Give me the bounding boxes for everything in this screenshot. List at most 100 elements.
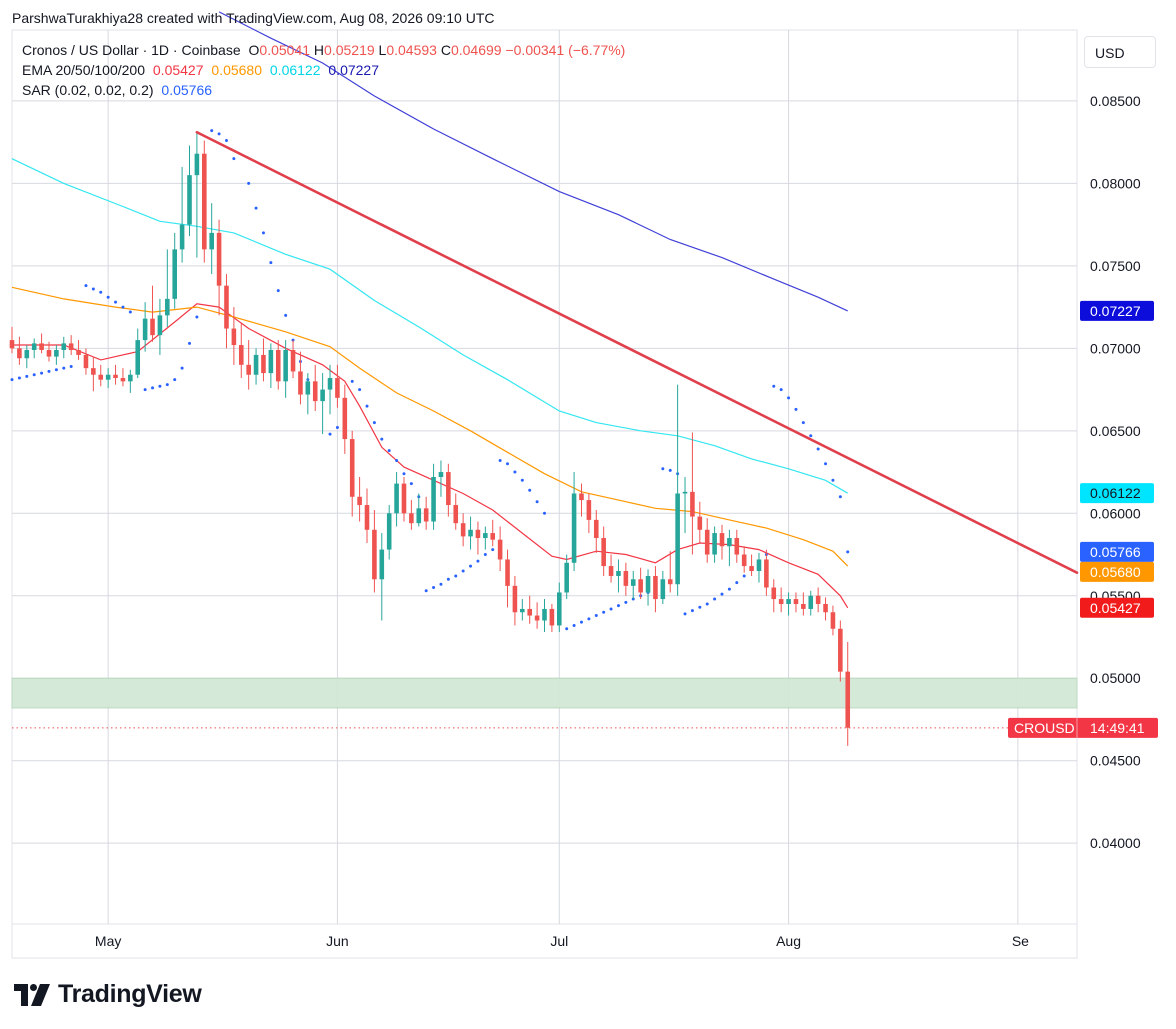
candle[interactable]	[801, 592, 806, 616]
candle[interactable]	[623, 562, 629, 596]
candle[interactable]	[497, 526, 503, 572]
candle[interactable]	[342, 384, 348, 454]
candle[interactable]	[616, 559, 621, 593]
symbol-legend[interactable]: Cronos / US Dollar · 1D · Coinbase O0.05…	[22, 42, 629, 58]
candle[interactable]	[238, 323, 244, 379]
candle[interactable]	[357, 477, 362, 522]
candle[interactable]	[468, 516, 473, 550]
candle[interactable]	[283, 340, 288, 398]
candle[interactable]	[83, 348, 89, 375]
candle[interactable]	[105, 368, 111, 388]
candle[interactable]	[98, 364, 104, 387]
candle[interactable]	[675, 384, 680, 596]
candle[interactable]	[68, 335, 74, 355]
candle[interactable]	[786, 592, 791, 616]
candle[interactable]	[793, 592, 799, 613]
ema-legend[interactable]: EMA 20/50/100/200 0.05427 0.05680 0.0612…	[22, 62, 383, 78]
candle[interactable]	[268, 343, 274, 388]
time-axis[interactable]: May Jun Jul Aug Se	[95, 933, 1029, 949]
candle[interactable]	[209, 203, 214, 275]
candle[interactable]	[556, 582, 562, 633]
candle[interactable]	[483, 526, 488, 550]
candle[interactable]	[349, 430, 355, 517]
sar-legend[interactable]: SAR (0.02, 0.02, 0.2) 0.05766	[22, 82, 216, 98]
candle[interactable]	[719, 524, 725, 560]
candle[interactable]	[431, 463, 436, 530]
candle[interactable]	[9, 326, 15, 354]
candle[interactable]	[113, 364, 118, 385]
candle[interactable]	[379, 533, 385, 621]
descending-trendline[interactable]	[195, 130, 1079, 574]
candle[interactable]	[135, 328, 141, 379]
candle[interactable]	[749, 554, 754, 576]
candle[interactable]	[527, 595, 533, 624]
candle[interactable]	[512, 575, 518, 626]
candle[interactable]	[446, 463, 451, 517]
candle[interactable]	[364, 488, 370, 543]
candle[interactable]	[386, 505, 392, 560]
candle[interactable]	[771, 579, 777, 613]
candle[interactable]	[261, 338, 266, 382]
candle[interactable]	[586, 493, 592, 534]
candle[interactable]	[490, 519, 496, 547]
candle[interactable]	[231, 307, 237, 365]
candle[interactable]	[423, 496, 429, 530]
candle[interactable]	[838, 620, 843, 682]
candle[interactable]	[327, 364, 333, 415]
candle[interactable]	[564, 554, 569, 600]
candle[interactable]	[579, 483, 584, 517]
candle[interactable]	[372, 509, 377, 593]
candle[interactable]	[246, 340, 251, 390]
candle[interactable]	[224, 274, 229, 349]
candle[interactable]	[312, 364, 318, 412]
candle[interactable]	[31, 338, 37, 359]
candle[interactable]	[682, 477, 688, 534]
candle[interactable]	[741, 546, 747, 573]
candle[interactable]	[638, 567, 643, 600]
candle[interactable]	[157, 298, 163, 355]
candle[interactable]	[54, 345, 59, 365]
candle[interactable]	[667, 551, 673, 593]
candle[interactable]	[91, 356, 96, 392]
candle[interactable]	[778, 587, 784, 613]
candle[interactable]	[734, 529, 740, 563]
candle[interactable]	[275, 340, 281, 390]
candle[interactable]	[24, 345, 30, 369]
candle[interactable]	[660, 571, 666, 605]
candle[interactable]	[201, 140, 207, 263]
candle[interactable]	[128, 369, 133, 393]
candlesticks[interactable]	[9, 132, 851, 746]
candle[interactable]	[179, 166, 185, 263]
candle[interactable]	[830, 605, 836, 636]
candle[interactable]	[290, 340, 296, 379]
candle[interactable]	[39, 333, 44, 354]
candle[interactable]	[150, 285, 155, 342]
candle[interactable]	[76, 340, 81, 360]
candle[interactable]	[61, 336, 67, 359]
candle[interactable]	[17, 336, 22, 365]
candle[interactable]	[475, 521, 481, 555]
candle[interactable]	[120, 368, 126, 387]
trendline[interactable]	[195, 130, 1079, 574]
candle[interactable]	[194, 132, 200, 258]
candle[interactable]	[808, 590, 814, 616]
candle[interactable]	[542, 599, 547, 633]
tradingview-logo[interactable]: TradingView	[14, 980, 202, 1009]
candle[interactable]	[571, 472, 577, 572]
candle[interactable]	[298, 351, 303, 405]
candle[interactable]	[549, 604, 555, 633]
candle[interactable]	[438, 460, 444, 497]
currency-button[interactable]: USD	[1084, 36, 1156, 68]
candle[interactable]	[815, 587, 821, 613]
candle[interactable]	[520, 599, 525, 621]
candle[interactable]	[593, 509, 599, 553]
candle[interactable]	[320, 373, 325, 435]
candle[interactable]	[823, 597, 828, 621]
candle[interactable]	[712, 526, 717, 563]
candle[interactable]	[253, 348, 259, 385]
candle[interactable]	[460, 513, 466, 547]
last-price-badge[interactable]: CROUSD 14:49:41	[1008, 717, 1158, 738]
candle[interactable]	[630, 571, 636, 600]
candle[interactable]	[645, 569, 651, 606]
